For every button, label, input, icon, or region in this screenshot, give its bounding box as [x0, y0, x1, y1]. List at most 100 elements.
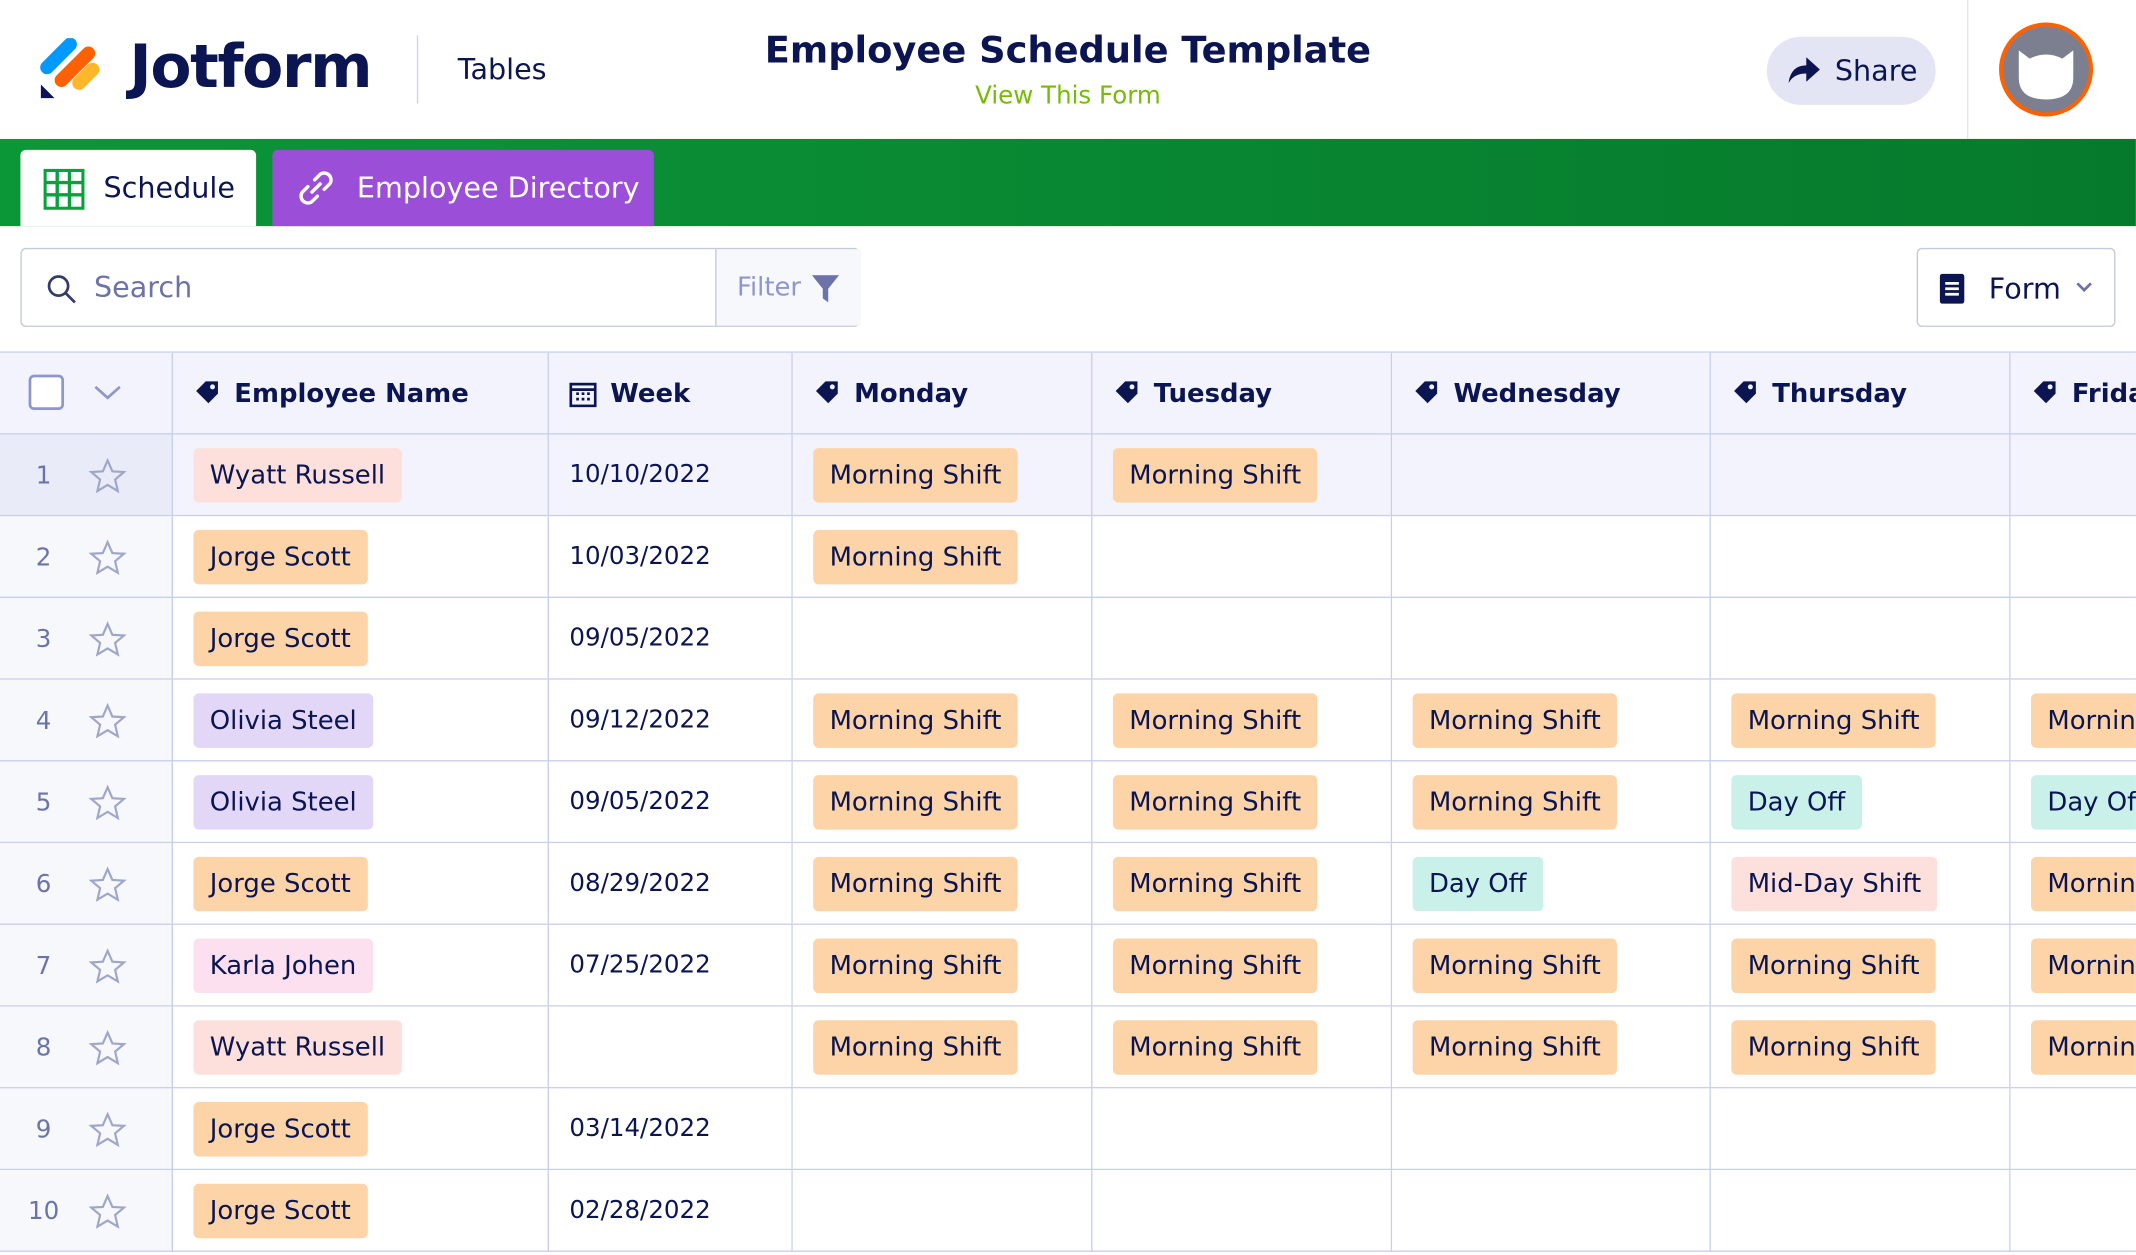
- week-date: 09/12/2022: [569, 705, 711, 735]
- star[interactable]: [88, 621, 127, 657]
- tab-schedule[interactable]: Schedule: [20, 149, 257, 227]
- logo-icon: [40, 38, 100, 99]
- row-number: 9: [35, 1115, 52, 1145]
- row-header: 1: [0, 434, 173, 517]
- column-icon: [1734, 381, 1756, 404]
- star[interactable]: [88, 457, 127, 494]
- header-cell: [0, 352, 173, 435]
- name-cell: Olivia Steel: [172, 761, 549, 844]
- column-header: Employee Name: [234, 378, 469, 409]
- row-number: 1: [35, 461, 52, 491]
- column-header: Tuesday: [1153, 378, 1273, 409]
- column-header: Monday: [854, 378, 969, 409]
- star[interactable]: [88, 784, 127, 821]
- name-cell: Wyatt Russell: [172, 1006, 549, 1089]
- name-tag: Jorge Scott: [193, 1183, 368, 1239]
- name-tag: Jorge Scott: [193, 856, 368, 912]
- column-icon: [815, 381, 838, 404]
- name-tag: Olivia Steel: [193, 775, 374, 830]
- shift-tag: Day Off: [1731, 775, 1862, 830]
- star[interactable]: [88, 948, 127, 984]
- select-all[interactable]: [0, 353, 173, 435]
- shift-cell: [1710, 434, 2011, 517]
- share-button[interactable]: Share: [1766, 36, 1936, 105]
- search-placeholder: Search: [93, 271, 193, 304]
- week-cell: 08/29/2022: [548, 843, 793, 925]
- row-header: 3: [0, 598, 173, 680]
- row-header: 7: [0, 924, 173, 1007]
- search-box[interactable]: Search Filter: [20, 247, 861, 327]
- row-header: 9: [0, 1088, 173, 1171]
- shift-tag: Morning Shift: [813, 529, 1018, 585]
- form-button[interactable]: Form: [1916, 247, 2116, 327]
- shift-cell: [1710, 516, 2011, 599]
- header-cell: Monday: [792, 352, 1093, 435]
- name-tag: Jorge Scott: [193, 1102, 368, 1157]
- star[interactable]: [88, 1111, 127, 1147]
- shift-cell: [792, 1170, 1093, 1252]
- shift-tag: Day Off: [2031, 775, 2136, 830]
- name-cell: Jorge Scott: [172, 1088, 549, 1171]
- header-cell: Friday: [2010, 352, 2136, 435]
- grid-icon: [43, 168, 85, 210]
- week-cell: 09/05/2022: [548, 761, 793, 844]
- header-cell: Thursday: [1710, 352, 2011, 435]
- top-bar: Jotform Tables Employee Schedule Templat…: [0, 0, 2136, 141]
- star[interactable]: [88, 539, 127, 575]
- shift-cell: Mid-Day Shift: [1710, 843, 2011, 925]
- shift-cell: [2010, 598, 2136, 680]
- week-cell: 03/14/2022: [548, 1088, 793, 1171]
- shift-cell: Morning Shift: [1710, 924, 2011, 1007]
- week-date: 09/05/2022: [569, 787, 711, 816]
- shift-tag: Day Off: [1412, 856, 1543, 912]
- shift-tag: Morning Shift: [1412, 938, 1618, 994]
- row-header: 4: [0, 679, 173, 762]
- shift-cell: [792, 1088, 1093, 1171]
- form-icon: [1939, 273, 1965, 304]
- week-date: 10/10/2022: [569, 460, 711, 490]
- shift-cell: Morning Shift: [1392, 679, 1711, 762]
- week-cell: 09/12/2022: [548, 679, 793, 762]
- avatar[interactable]: [1997, 20, 2095, 118]
- view-form-link[interactable]: View This Form: [975, 81, 1161, 111]
- filter-button[interactable]: Filter: [715, 249, 861, 326]
- shift-cell: [1710, 1170, 2011, 1252]
- row-header: 2: [0, 516, 173, 599]
- star[interactable]: [88, 1029, 127, 1066]
- name-tag: Jorge Scott: [193, 611, 368, 667]
- shift-cell: [792, 598, 1093, 680]
- shift-tag: Morning Shift: [1112, 938, 1318, 994]
- filter-icon: [811, 275, 840, 303]
- shift-cell: Day Off: [1392, 843, 1711, 925]
- shift-cell: [1092, 598, 1393, 680]
- shift-tag: Morning Shift: [1731, 938, 1936, 994]
- search-icon: [47, 275, 76, 304]
- shift-cell: [1392, 1088, 1711, 1171]
- star[interactable]: [88, 1193, 127, 1229]
- column-icon: [1115, 381, 1138, 404]
- week-cell: 10/03/2022: [548, 516, 793, 599]
- star[interactable]: [88, 702, 127, 739]
- shift-cell: Day Off: [1710, 761, 2011, 844]
- star[interactable]: [88, 866, 127, 902]
- row-number: 3: [35, 625, 52, 654]
- row-header: 8: [0, 1006, 173, 1089]
- column-header: Friday: [2071, 378, 2136, 409]
- shift-cell: [2010, 1088, 2136, 1171]
- week-cell: 07/25/2022: [548, 924, 793, 1007]
- column-header: Wednesday: [1453, 378, 1621, 409]
- tab-label: Employee Directory: [356, 171, 640, 205]
- shift-cell: [1710, 598, 2011, 680]
- share-label: Share: [1834, 54, 1918, 88]
- name-tag: Wyatt Russell: [193, 1020, 402, 1075]
- name-tag: Wyatt Russell: [193, 448, 402, 503]
- shift-cell: Morning Shift: [1392, 761, 1711, 844]
- share-icon: [1788, 57, 1820, 84]
- form-title: Employee Schedule Template: [764, 29, 1372, 73]
- row-number: 5: [35, 788, 52, 818]
- row-number: 8: [35, 1033, 52, 1063]
- column-icon: [1415, 381, 1438, 404]
- week-date: 10/03/2022: [569, 542, 711, 571]
- tab-directory[interactable]: Employee Directory: [272, 149, 654, 227]
